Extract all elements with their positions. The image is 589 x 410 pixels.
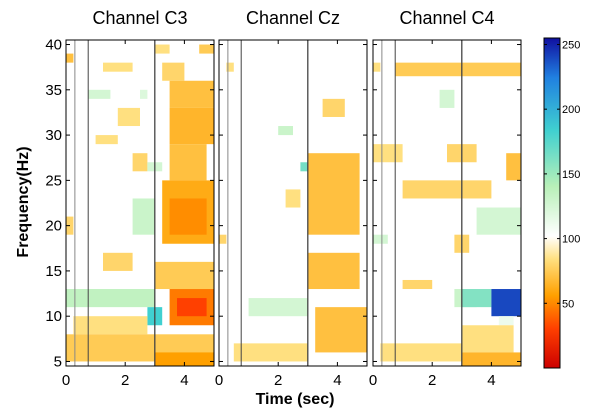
x-tick-label: 4 [487,372,495,389]
heat-cell [307,252,360,290]
heat-cell [154,352,214,366]
panel-frame [65,39,215,367]
y-tick-label: 30 [45,127,62,144]
heat-cell [66,53,74,63]
x-tick-label: 2 [428,372,436,389]
colorbar-tick-label: 50 [562,298,574,310]
heat-cell [506,153,521,181]
heat-cell [373,62,381,72]
colorbar-tick-label: 150 [562,169,580,181]
heat-cell [169,80,214,108]
panel-2: Channel Cz 0 2 4 [215,8,368,389]
heat-cell [169,198,207,235]
heat-cell [154,261,214,290]
x-tick-label: 0 [62,372,70,389]
heat-cell [402,279,433,290]
heat-cell [169,144,207,181]
heat-cell [226,62,234,72]
colorbar-tick-label: 100 [562,234,580,246]
heat-cell [278,126,293,136]
heat-cell [162,62,185,81]
heat-cell [154,44,170,54]
y-tick-label: 35 [45,82,62,99]
panel-frame [218,39,368,367]
heat-cell [439,89,455,108]
heat-cell [177,298,207,317]
heat-cell [461,325,514,353]
heat-cell [461,289,492,308]
heat-cell [103,62,133,72]
y-tick-label: 10 [45,308,62,325]
panel-3: Channel C4 0 2 4 [369,8,522,389]
heat-cell [219,234,227,244]
heat-cell [322,98,345,117]
colorbar-tick-label: 200 [562,104,580,116]
colorbar-tick-label: 250 [562,39,580,51]
heat-cell [73,316,148,335]
heat-cell [117,107,140,127]
y-tick-label: 20 [45,218,62,235]
x-tick-label: 2 [121,372,129,389]
heat-cell [248,298,308,317]
heat-cell [395,62,521,77]
x-tick-label: 0 [215,372,223,389]
heat-cell [88,89,111,99]
heat-cell [140,89,148,99]
y-tick-label: 5 [54,353,62,370]
heat-cell [476,207,521,235]
colorbar-gradient [543,37,561,369]
heat-cell [498,316,514,326]
y-tick-label: 40 [45,37,62,54]
heat-cell [199,44,214,54]
heat-cell [285,189,301,208]
x-tick-label: 4 [180,372,188,389]
y-tick-label: 25 [45,172,62,189]
heat-cell [461,352,521,366]
x-tick-label: 4 [333,372,341,389]
x-tick-label: 0 [369,372,377,389]
heat-cell [169,107,214,145]
y-axis-label: Frequency(Hz) [15,146,32,257]
heat-cell [132,153,148,172]
heat-cell [373,234,388,244]
heat-cell [233,343,308,362]
heat-cell [307,153,360,235]
colorbar: 50 100 150 200 250 [543,37,580,369]
panel-title: Channel C3 [92,8,187,28]
heat-cell [491,289,521,317]
y-tick-label: 15 [45,263,62,280]
panel-title: Channel C4 [399,8,494,28]
heat-cell [66,289,155,308]
heat-cell [380,343,462,362]
heat-cell [402,180,492,199]
heat-cell [132,198,155,235]
heat-cell [95,135,118,145]
panel-1: Channel C3 0 2 4 5 10 15 20 25 30 35 40 [45,8,215,389]
x-tick-label: 2 [274,372,282,389]
panel-title: Channel Cz [246,8,340,28]
heat-cell [315,307,367,353]
heat-cell [103,252,133,271]
x-axis-label: Time (sec) [256,391,335,408]
heat-cell [373,144,403,163]
panel-frame [372,39,522,367]
